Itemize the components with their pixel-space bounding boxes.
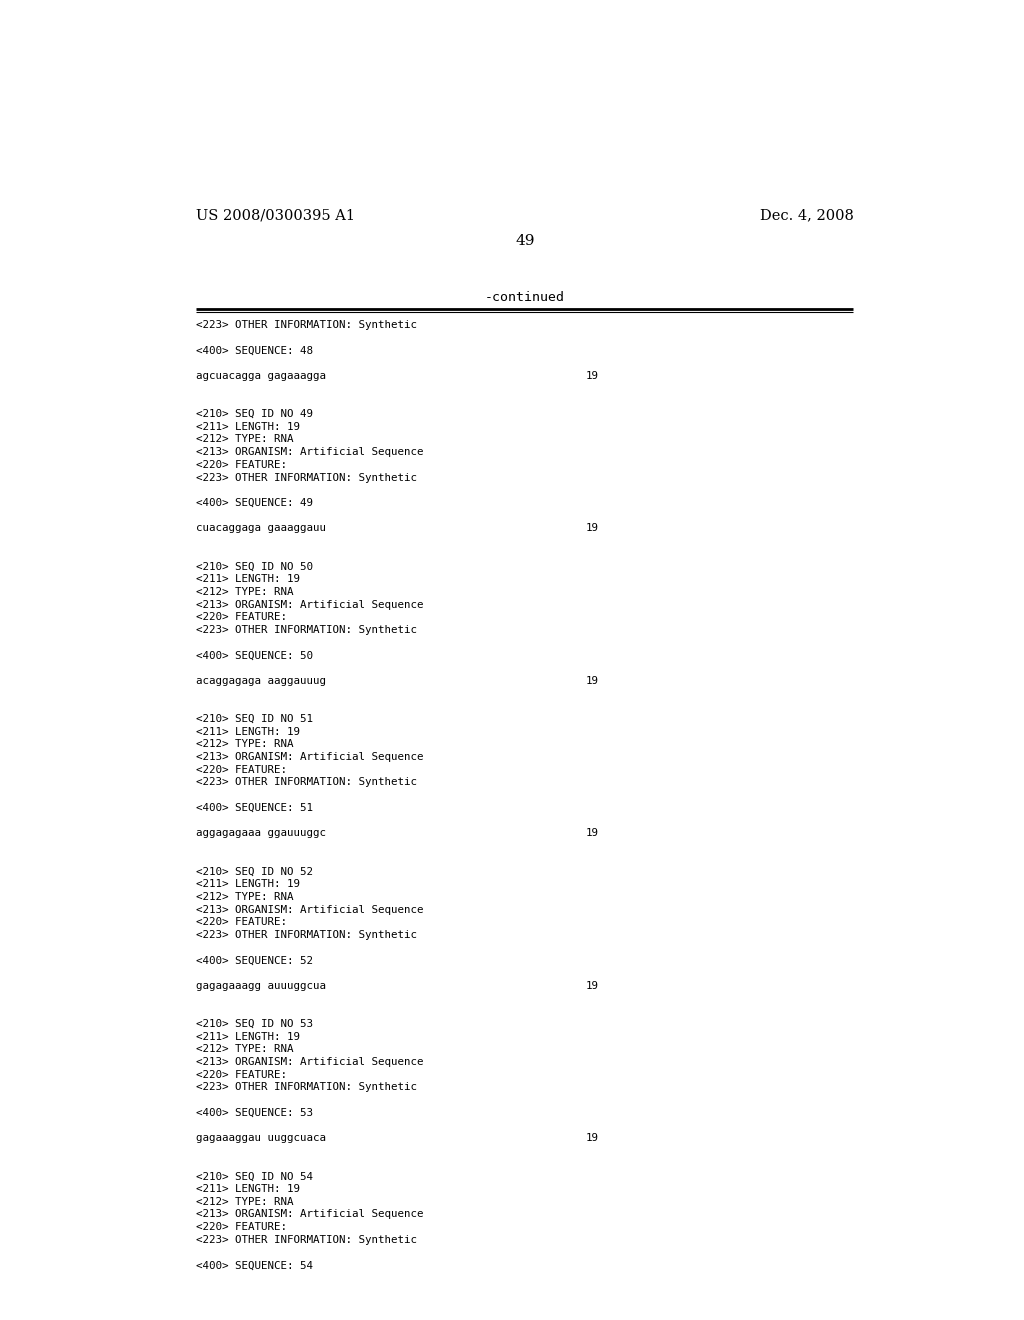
Text: <223> OTHER INFORMATION: Synthetic: <223> OTHER INFORMATION: Synthetic [197, 777, 417, 788]
Text: <213> ORGANISM: Artificial Sequence: <213> ORGANISM: Artificial Sequence [197, 1057, 424, 1067]
Text: <212> TYPE: RNA: <212> TYPE: RNA [197, 1197, 294, 1206]
Text: 19: 19 [586, 1133, 598, 1143]
Text: <400> SEQUENCE: 48: <400> SEQUENCE: 48 [197, 346, 313, 355]
Text: <211> LENGTH: 19: <211> LENGTH: 19 [197, 421, 300, 432]
Text: <212> TYPE: RNA: <212> TYPE: RNA [197, 434, 294, 445]
Text: <400> SEQUENCE: 54: <400> SEQUENCE: 54 [197, 1261, 313, 1270]
Text: <212> TYPE: RNA: <212> TYPE: RNA [197, 1044, 294, 1055]
Text: Dec. 4, 2008: Dec. 4, 2008 [760, 209, 853, 223]
Text: <210> SEQ ID NO 54: <210> SEQ ID NO 54 [197, 1171, 313, 1181]
Text: -continued: -continued [484, 290, 565, 304]
Text: 49: 49 [515, 234, 535, 248]
Text: <223> OTHER INFORMATION: Synthetic: <223> OTHER INFORMATION: Synthetic [197, 624, 417, 635]
Text: <223> OTHER INFORMATION: Synthetic: <223> OTHER INFORMATION: Synthetic [197, 1082, 417, 1093]
Text: <210> SEQ ID NO 50: <210> SEQ ID NO 50 [197, 561, 313, 572]
Text: <212> TYPE: RNA: <212> TYPE: RNA [197, 739, 294, 750]
Text: gagaaaggau uuggcuaca: gagaaaggau uuggcuaca [197, 1133, 327, 1143]
Text: <400> SEQUENCE: 51: <400> SEQUENCE: 51 [197, 803, 313, 813]
Text: <400> SEQUENCE: 53: <400> SEQUENCE: 53 [197, 1107, 313, 1118]
Text: <220> FEATURE:: <220> FEATURE: [197, 764, 287, 775]
Text: <223> OTHER INFORMATION: Synthetic: <223> OTHER INFORMATION: Synthetic [197, 1234, 417, 1245]
Text: aggagagaaa ggauuuggc: aggagagaaa ggauuuggc [197, 828, 327, 838]
Text: <213> ORGANISM: Artificial Sequence: <213> ORGANISM: Artificial Sequence [197, 447, 424, 457]
Text: <223> OTHER INFORMATION: Synthetic: <223> OTHER INFORMATION: Synthetic [197, 929, 417, 940]
Text: <210> SEQ ID NO 49: <210> SEQ ID NO 49 [197, 409, 313, 418]
Text: cuacaggaga gaaaggauu: cuacaggaga gaaaggauu [197, 523, 327, 533]
Text: <212> TYPE: RNA: <212> TYPE: RNA [197, 892, 294, 902]
Text: <213> ORGANISM: Artificial Sequence: <213> ORGANISM: Artificial Sequence [197, 599, 424, 610]
Text: 19: 19 [586, 523, 598, 533]
Text: <211> LENGTH: 19: <211> LENGTH: 19 [197, 879, 300, 890]
Text: acaggagaga aaggauuug: acaggagaga aaggauuug [197, 676, 327, 686]
Text: <210> SEQ ID NO 53: <210> SEQ ID NO 53 [197, 1019, 313, 1028]
Text: <220> FEATURE:: <220> FEATURE: [197, 612, 287, 622]
Text: <211> LENGTH: 19: <211> LENGTH: 19 [197, 574, 300, 585]
Text: <220> FEATURE:: <220> FEATURE: [197, 917, 287, 927]
Text: <223> OTHER INFORMATION: Synthetic: <223> OTHER INFORMATION: Synthetic [197, 321, 417, 330]
Text: <220> FEATURE:: <220> FEATURE: [197, 459, 287, 470]
Text: <220> FEATURE:: <220> FEATURE: [197, 1069, 287, 1080]
Text: <220> FEATURE:: <220> FEATURE: [197, 1222, 287, 1232]
Text: <400> SEQUENCE: 49: <400> SEQUENCE: 49 [197, 498, 313, 508]
Text: <210> SEQ ID NO 52: <210> SEQ ID NO 52 [197, 866, 313, 876]
Text: <223> OTHER INFORMATION: Synthetic: <223> OTHER INFORMATION: Synthetic [197, 473, 417, 483]
Text: gagagaaagg auuuggcua: gagagaaagg auuuggcua [197, 981, 327, 991]
Text: <211> LENGTH: 19: <211> LENGTH: 19 [197, 1031, 300, 1041]
Text: <213> ORGANISM: Artificial Sequence: <213> ORGANISM: Artificial Sequence [197, 752, 424, 762]
Text: 19: 19 [586, 828, 598, 838]
Text: <210> SEQ ID NO 51: <210> SEQ ID NO 51 [197, 714, 313, 723]
Text: 19: 19 [586, 676, 598, 686]
Text: <400> SEQUENCE: 50: <400> SEQUENCE: 50 [197, 651, 313, 660]
Text: 19: 19 [586, 371, 598, 381]
Text: US 2008/0300395 A1: US 2008/0300395 A1 [197, 209, 355, 223]
Text: <211> LENGTH: 19: <211> LENGTH: 19 [197, 726, 300, 737]
Text: <213> ORGANISM: Artificial Sequence: <213> ORGANISM: Artificial Sequence [197, 904, 424, 915]
Text: agcuacagga gagaaagga: agcuacagga gagaaagga [197, 371, 327, 381]
Text: <400> SEQUENCE: 52: <400> SEQUENCE: 52 [197, 956, 313, 965]
Text: 19: 19 [586, 981, 598, 991]
Text: <212> TYPE: RNA: <212> TYPE: RNA [197, 587, 294, 597]
Text: <211> LENGTH: 19: <211> LENGTH: 19 [197, 1184, 300, 1195]
Text: <213> ORGANISM: Artificial Sequence: <213> ORGANISM: Artificial Sequence [197, 1209, 424, 1220]
